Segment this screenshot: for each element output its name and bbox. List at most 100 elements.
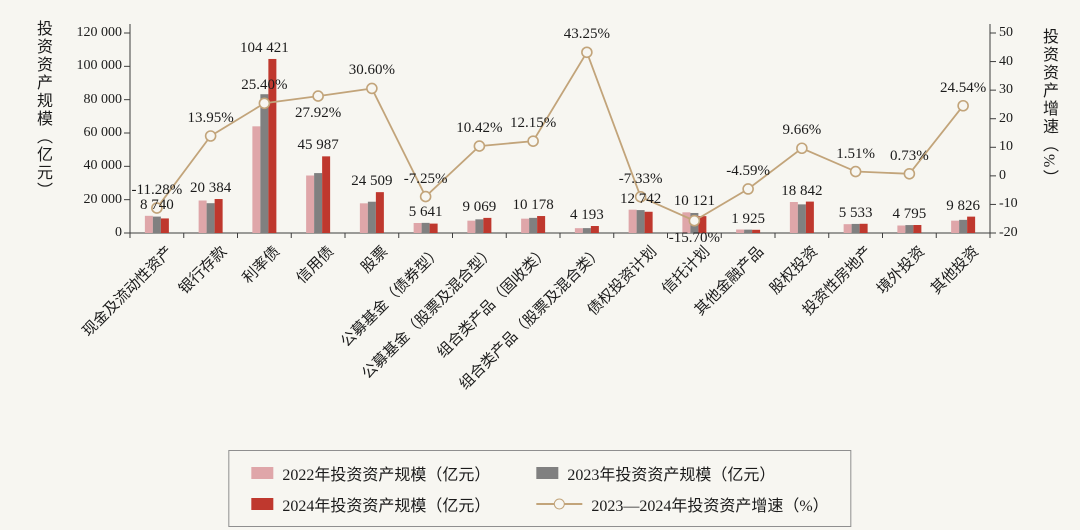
bar-2022 — [789, 202, 798, 233]
y-axis-tick-label: 80 000 — [83, 91, 123, 107]
line-marker — [796, 142, 808, 155]
line-marker — [366, 82, 378, 95]
growth-label: 24.54% — [940, 79, 987, 96]
left-axis-title: 投资资产规模（亿元） — [34, 20, 51, 200]
line-marker — [957, 99, 969, 112]
bar-2022 — [843, 224, 852, 233]
line-marker — [258, 97, 271, 110]
growth-label: 12.15% — [510, 115, 557, 132]
bar-2023 — [475, 219, 484, 233]
right-axis-title: 投资资产增速（%） — [1040, 28, 1057, 188]
y2-axis-tick-label: 30 — [999, 82, 1013, 98]
value-label: 18 842 — [781, 182, 823, 199]
value-label: 104 421 — [240, 39, 289, 56]
y-axis-tick-label: 120 000 — [76, 25, 123, 40]
bar-2022 — [359, 203, 368, 233]
bar-2023 — [636, 210, 645, 233]
value-label: 45 987 — [297, 137, 339, 154]
bar-2023 — [152, 216, 161, 233]
value-label: 12 742 — [620, 190, 662, 207]
bar-2024 — [698, 216, 707, 233]
y2-axis-tick-label: 20 — [999, 110, 1013, 126]
bar-2024 — [967, 216, 976, 233]
legend-label-2024: 2024年投资资产规模（亿元） — [282, 498, 491, 515]
bar-2023 — [582, 228, 591, 233]
growth-label: -11.28% — [131, 182, 183, 199]
bar-2024 — [375, 192, 384, 233]
line-marker — [742, 183, 754, 195]
bar-2023 — [421, 222, 430, 233]
value-label: 24 509 — [351, 173, 393, 190]
bar-2022 — [144, 215, 153, 233]
value-label: 5 533 — [838, 204, 873, 221]
value-label: 5 641 — [408, 203, 443, 220]
bar-2024 — [322, 156, 331, 233]
bar-2023 — [744, 229, 753, 233]
value-label: 8 740 — [140, 196, 174, 213]
x-axis-label: 现金及流动性资产 — [79, 243, 177, 341]
line-marker — [634, 191, 647, 203]
line-marker — [312, 90, 324, 102]
growth-label: 0.73% — [890, 147, 929, 164]
legend-line-marker-icon — [536, 498, 583, 510]
growth-label: -7.25% — [403, 170, 448, 187]
value-label: 9 826 — [946, 197, 980, 214]
bar-2024 — [160, 218, 169, 233]
growth-line — [156, 50, 964, 222]
bar-2022 — [736, 229, 745, 233]
legend-label-growth: 2023—2024年投资资产增速（%） — [591, 498, 829, 515]
growth-label: -15.70% — [668, 229, 720, 246]
bar-2024 — [483, 217, 492, 233]
bar-2024 — [913, 225, 922, 233]
x-axis-label: 股票 — [358, 243, 392, 277]
bar-2023 — [260, 94, 269, 233]
legend-label-2022: 2022年投资资产规模（亿元） — [282, 467, 491, 484]
y-axis-tick-label: 100 000 — [76, 58, 123, 74]
bar-2022 — [413, 223, 422, 233]
value-label: 10 178 — [512, 197, 554, 214]
legend-swatch-2022 — [251, 467, 274, 479]
line-marker — [151, 202, 163, 214]
bar-2024 — [859, 223, 868, 233]
value-label: 4 795 — [892, 206, 927, 222]
growth-label: 27.92% — [295, 105, 342, 122]
bar-2024 — [268, 58, 277, 234]
x-axis-label: 其他投资 — [928, 243, 983, 298]
legend-swatch-2023 — [536, 467, 559, 479]
bar-2022 — [198, 200, 207, 233]
line-marker — [473, 140, 486, 152]
y2-axis-tick-label: 50 — [999, 25, 1013, 40]
bar-2022 — [628, 209, 637, 233]
bar-2024 — [429, 223, 438, 233]
line-marker — [903, 167, 916, 180]
bar-2024 — [214, 199, 223, 233]
y-axis-tick-label: 60 000 — [83, 125, 123, 140]
bar-2022 — [574, 228, 583, 233]
bar-2023 — [367, 201, 376, 233]
growth-label: 30.60% — [348, 62, 395, 79]
y2-axis-tick-label: 0 — [999, 167, 1006, 183]
bar-2023 — [797, 204, 806, 233]
y2-axis-tick-label: 40 — [999, 53, 1013, 69]
bar-2024 — [537, 216, 546, 233]
y2-axis-tick-label: -10 — [999, 196, 1018, 212]
bar-2023 — [529, 217, 538, 233]
value-label: 10 121 — [673, 193, 715, 210]
line-marker — [419, 190, 432, 203]
bar-2023 — [959, 219, 968, 233]
y-axis-tick-label: 20 000 — [83, 191, 123, 207]
growth-label: 1.51% — [836, 145, 875, 162]
line-marker — [527, 135, 539, 147]
legend: 2022年投资资产规模（亿元） 2023年投资资产规模（亿元） 2024年投资资… — [228, 450, 852, 527]
bar-2022 — [682, 212, 691, 233]
legend-circle-marker-icon — [553, 498, 565, 510]
line-marker — [204, 130, 217, 142]
y-axis-tick-label: 40 000 — [83, 158, 123, 174]
bar-2024 — [805, 201, 814, 233]
value-label: 1 925 — [731, 210, 765, 227]
growth-label: 10.42% — [456, 120, 503, 137]
y-axis-tick-label: 0 — [115, 225, 122, 240]
growth-label: 13.95% — [187, 110, 234, 126]
